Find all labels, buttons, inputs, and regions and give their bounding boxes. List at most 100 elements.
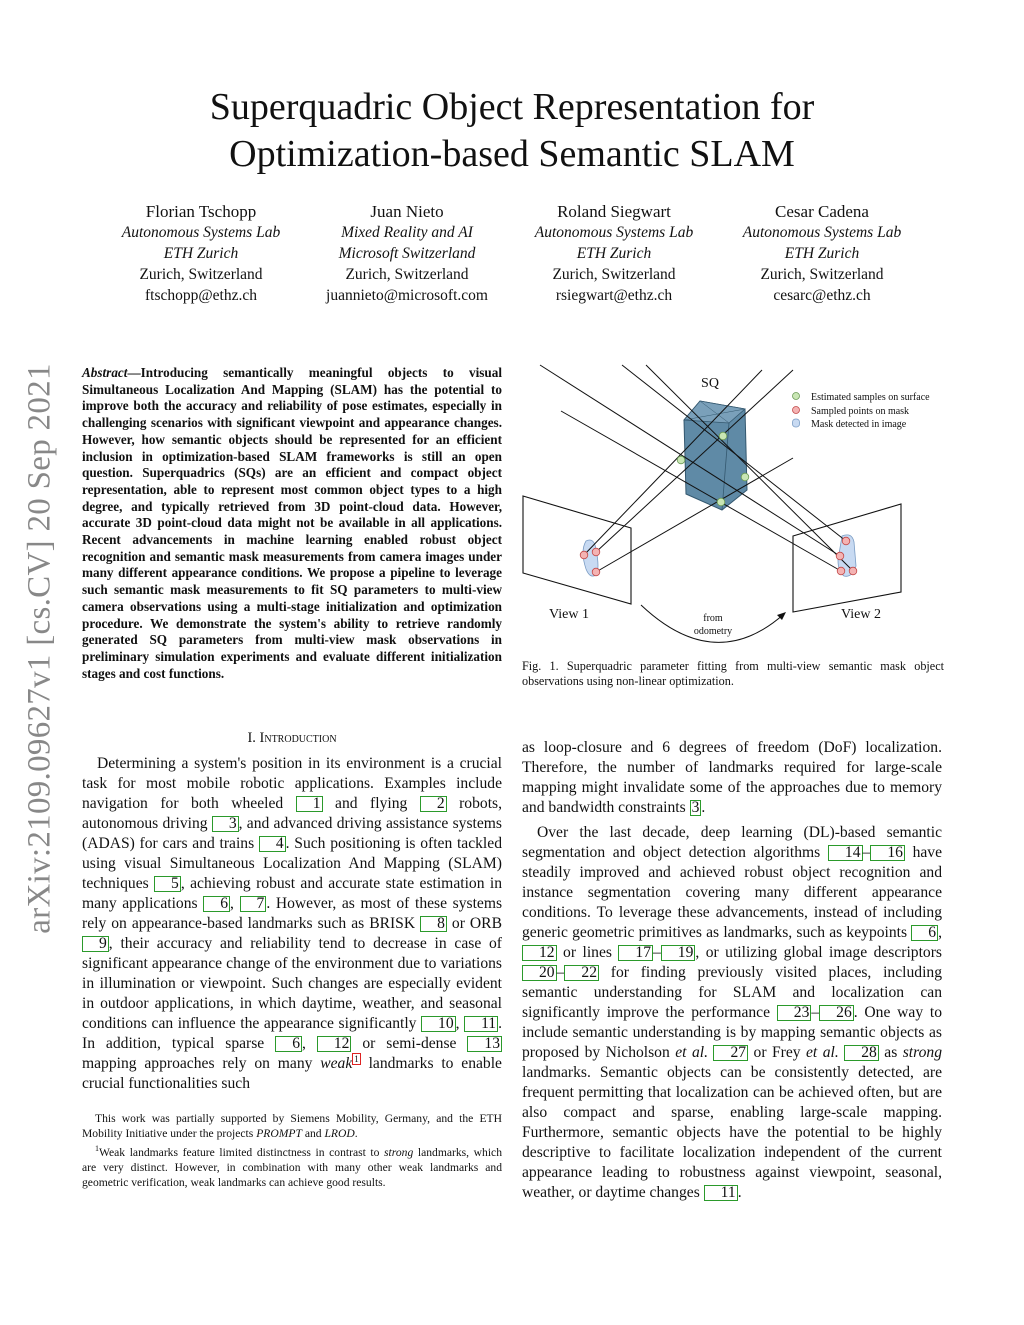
author-org: ETH Zurich xyxy=(576,245,652,262)
citation-link[interactable]: 28 xyxy=(844,1045,879,1061)
author: Cesar Cadena Autonomous Systems Lab ETH Zu… xyxy=(712,201,932,306)
citation-link[interactable]: 13 xyxy=(467,1036,502,1052)
legend-mask-point-icon xyxy=(792,406,800,414)
mask-sample-point xyxy=(836,566,846,576)
citation-link[interactable]: 8 xyxy=(420,916,447,932)
emphasis: strong xyxy=(902,1044,943,1061)
citation-link[interactable]: 11 xyxy=(464,1016,499,1032)
author-org: ETH Zurich xyxy=(784,245,860,262)
author-name: Cesar Cadena xyxy=(775,202,869,221)
arxiv-identifier: arXiv:2109.09627v1 [cs.CV] 20 Sep 2021 xyxy=(21,363,58,934)
surface-sample-point xyxy=(716,497,726,507)
odometry-label: from xyxy=(703,613,723,624)
footnote-marker: 1 xyxy=(95,1144,99,1153)
author-org: Microsoft Switzerland xyxy=(338,245,476,262)
mask-sample-point xyxy=(841,536,851,546)
author-lab: Mixed Reality and AI xyxy=(341,224,473,241)
citation-link[interactable]: 6 xyxy=(203,896,231,912)
author: Juan Nieto Mixed Reality and AI Microsoft … xyxy=(297,201,517,306)
citation-link[interactable]: 6 xyxy=(911,925,939,941)
intro-column: Determining a system's position in its e… xyxy=(82,754,502,1094)
author-name: Juan Nieto xyxy=(370,202,444,221)
citation-link[interactable]: 12 xyxy=(522,945,557,961)
mask-sample-point xyxy=(591,567,601,577)
citation-link[interactable]: 4 xyxy=(258,836,286,852)
citation-link[interactable]: 7 xyxy=(239,896,267,912)
citation-link[interactable]: 3 xyxy=(689,799,702,816)
citation-link[interactable]: 22 xyxy=(564,965,599,981)
legend-label: Estimated samples on surface xyxy=(811,392,930,403)
author-location: Zurich, Switzerland xyxy=(139,266,263,283)
emphasis: strong xyxy=(384,1145,414,1159)
funding-note: This work was partially supported by Sie… xyxy=(82,1112,502,1140)
footnote-link[interactable]: 1 xyxy=(352,1052,361,1065)
footnotes: This work was partially supported by Sie… xyxy=(82,1111,502,1190)
mask-sample-point xyxy=(591,547,601,557)
surface-sample-point xyxy=(676,455,686,465)
paragraph: Over the last decade, deep learning (DL)… xyxy=(522,824,943,1201)
view1-label: View 1 xyxy=(549,607,589,622)
footnote: 1Weak landmarks feature limited distinct… xyxy=(82,1144,502,1189)
legend-mask-icon xyxy=(792,418,800,428)
citation-link[interactable]: 23 xyxy=(776,1005,812,1021)
citation-link[interactable]: 11 xyxy=(703,1185,738,1201)
abstract: Abstract—Introducing semantically meanin… xyxy=(82,365,502,682)
odometry-arrow xyxy=(640,604,785,643)
paper-title: Superquadric Object Representation for Op… xyxy=(0,84,1024,178)
view1-image-plane xyxy=(522,495,632,605)
citation-link[interactable]: 16 xyxy=(870,845,905,861)
sq-label: SQ xyxy=(701,376,719,391)
citation-link[interactable]: 9 xyxy=(82,936,109,952)
mask-sample-point xyxy=(835,551,845,561)
emphasis: weak xyxy=(320,1055,353,1072)
emphasis: et al. xyxy=(675,1044,708,1061)
author-email: rsiegwart@ethz.ch xyxy=(555,287,673,304)
title-line: Superquadric Object Representation for xyxy=(209,86,815,128)
citation-link[interactable]: 27 xyxy=(713,1045,749,1061)
citation-link[interactable]: 26 xyxy=(819,1005,854,1021)
citation-link[interactable]: 1 xyxy=(295,796,323,812)
citation-link[interactable]: 10 xyxy=(421,1016,456,1032)
citation-link[interactable]: 2 xyxy=(419,796,447,812)
citation-link[interactable]: 5 xyxy=(154,876,181,892)
citation-link[interactable]: 6 xyxy=(275,1036,302,1052)
citation-link[interactable]: 14 xyxy=(827,845,863,861)
view2-label: View 2 xyxy=(841,607,881,622)
citation-link[interactable]: 3 xyxy=(211,816,239,832)
legend-label: Sampled points on mask xyxy=(811,406,909,417)
author-org: ETH Zurich xyxy=(163,245,239,262)
citation-link[interactable]: 12 xyxy=(316,1036,352,1052)
view2-image-plane xyxy=(792,503,902,613)
emphasis: LROD xyxy=(324,1127,355,1140)
author-name: Florian Tschopp xyxy=(145,202,257,221)
author-lab: Autonomous Systems Lab xyxy=(121,224,281,241)
mask-sample-point xyxy=(848,566,858,576)
author-lab: Autonomous Systems Lab xyxy=(534,224,694,241)
author: Florian Tschopp Autonomous Systems Lab ETH… xyxy=(91,201,311,306)
emphasis: et al. xyxy=(806,1044,839,1061)
title-line: Optimization-based Semantic SLAM xyxy=(229,133,795,175)
paragraph: as loop-closure and 6 degrees of freedom… xyxy=(522,739,942,816)
figure-1: SQ View 1 View 2 from odometry Estimated… xyxy=(522,364,930,643)
figure-caption: Fig. 1. Superquadric parameter fitting f… xyxy=(522,659,944,688)
citation-link[interactable]: 20 xyxy=(522,965,557,981)
legend-label: Mask detected in image xyxy=(811,419,907,430)
legend-surface-icon xyxy=(792,392,800,400)
author-lab: Autonomous Systems Lab xyxy=(742,224,902,241)
emphasis: PROMPT xyxy=(256,1127,302,1140)
paragraph: Determining a system's position in its e… xyxy=(82,755,503,1092)
projection-rays xyxy=(539,364,854,573)
author-location: Zurich, Switzerland xyxy=(552,266,676,283)
author-location: Zurich, Switzerland xyxy=(760,266,884,283)
author-email: juannieto@microsoft.com xyxy=(326,287,488,304)
surface-sample-point xyxy=(718,431,728,441)
citation-link[interactable]: 19 xyxy=(660,945,696,961)
abstract-label: Abstract xyxy=(82,365,128,380)
odometry-label: odometry xyxy=(694,626,732,637)
author-email: cesarc@ethz.ch xyxy=(773,287,871,304)
right-column: as loop-closure and 6 degrees of freedom… xyxy=(522,738,942,1203)
author-email: ftschopp@ethz.ch xyxy=(145,287,257,304)
citation-link[interactable]: 17 xyxy=(618,945,653,961)
abstract-text: —Introducing semantically meaningful obj… xyxy=(82,365,502,681)
author: Roland Siegwart Autonomous Systems Lab ETH… xyxy=(504,201,724,306)
